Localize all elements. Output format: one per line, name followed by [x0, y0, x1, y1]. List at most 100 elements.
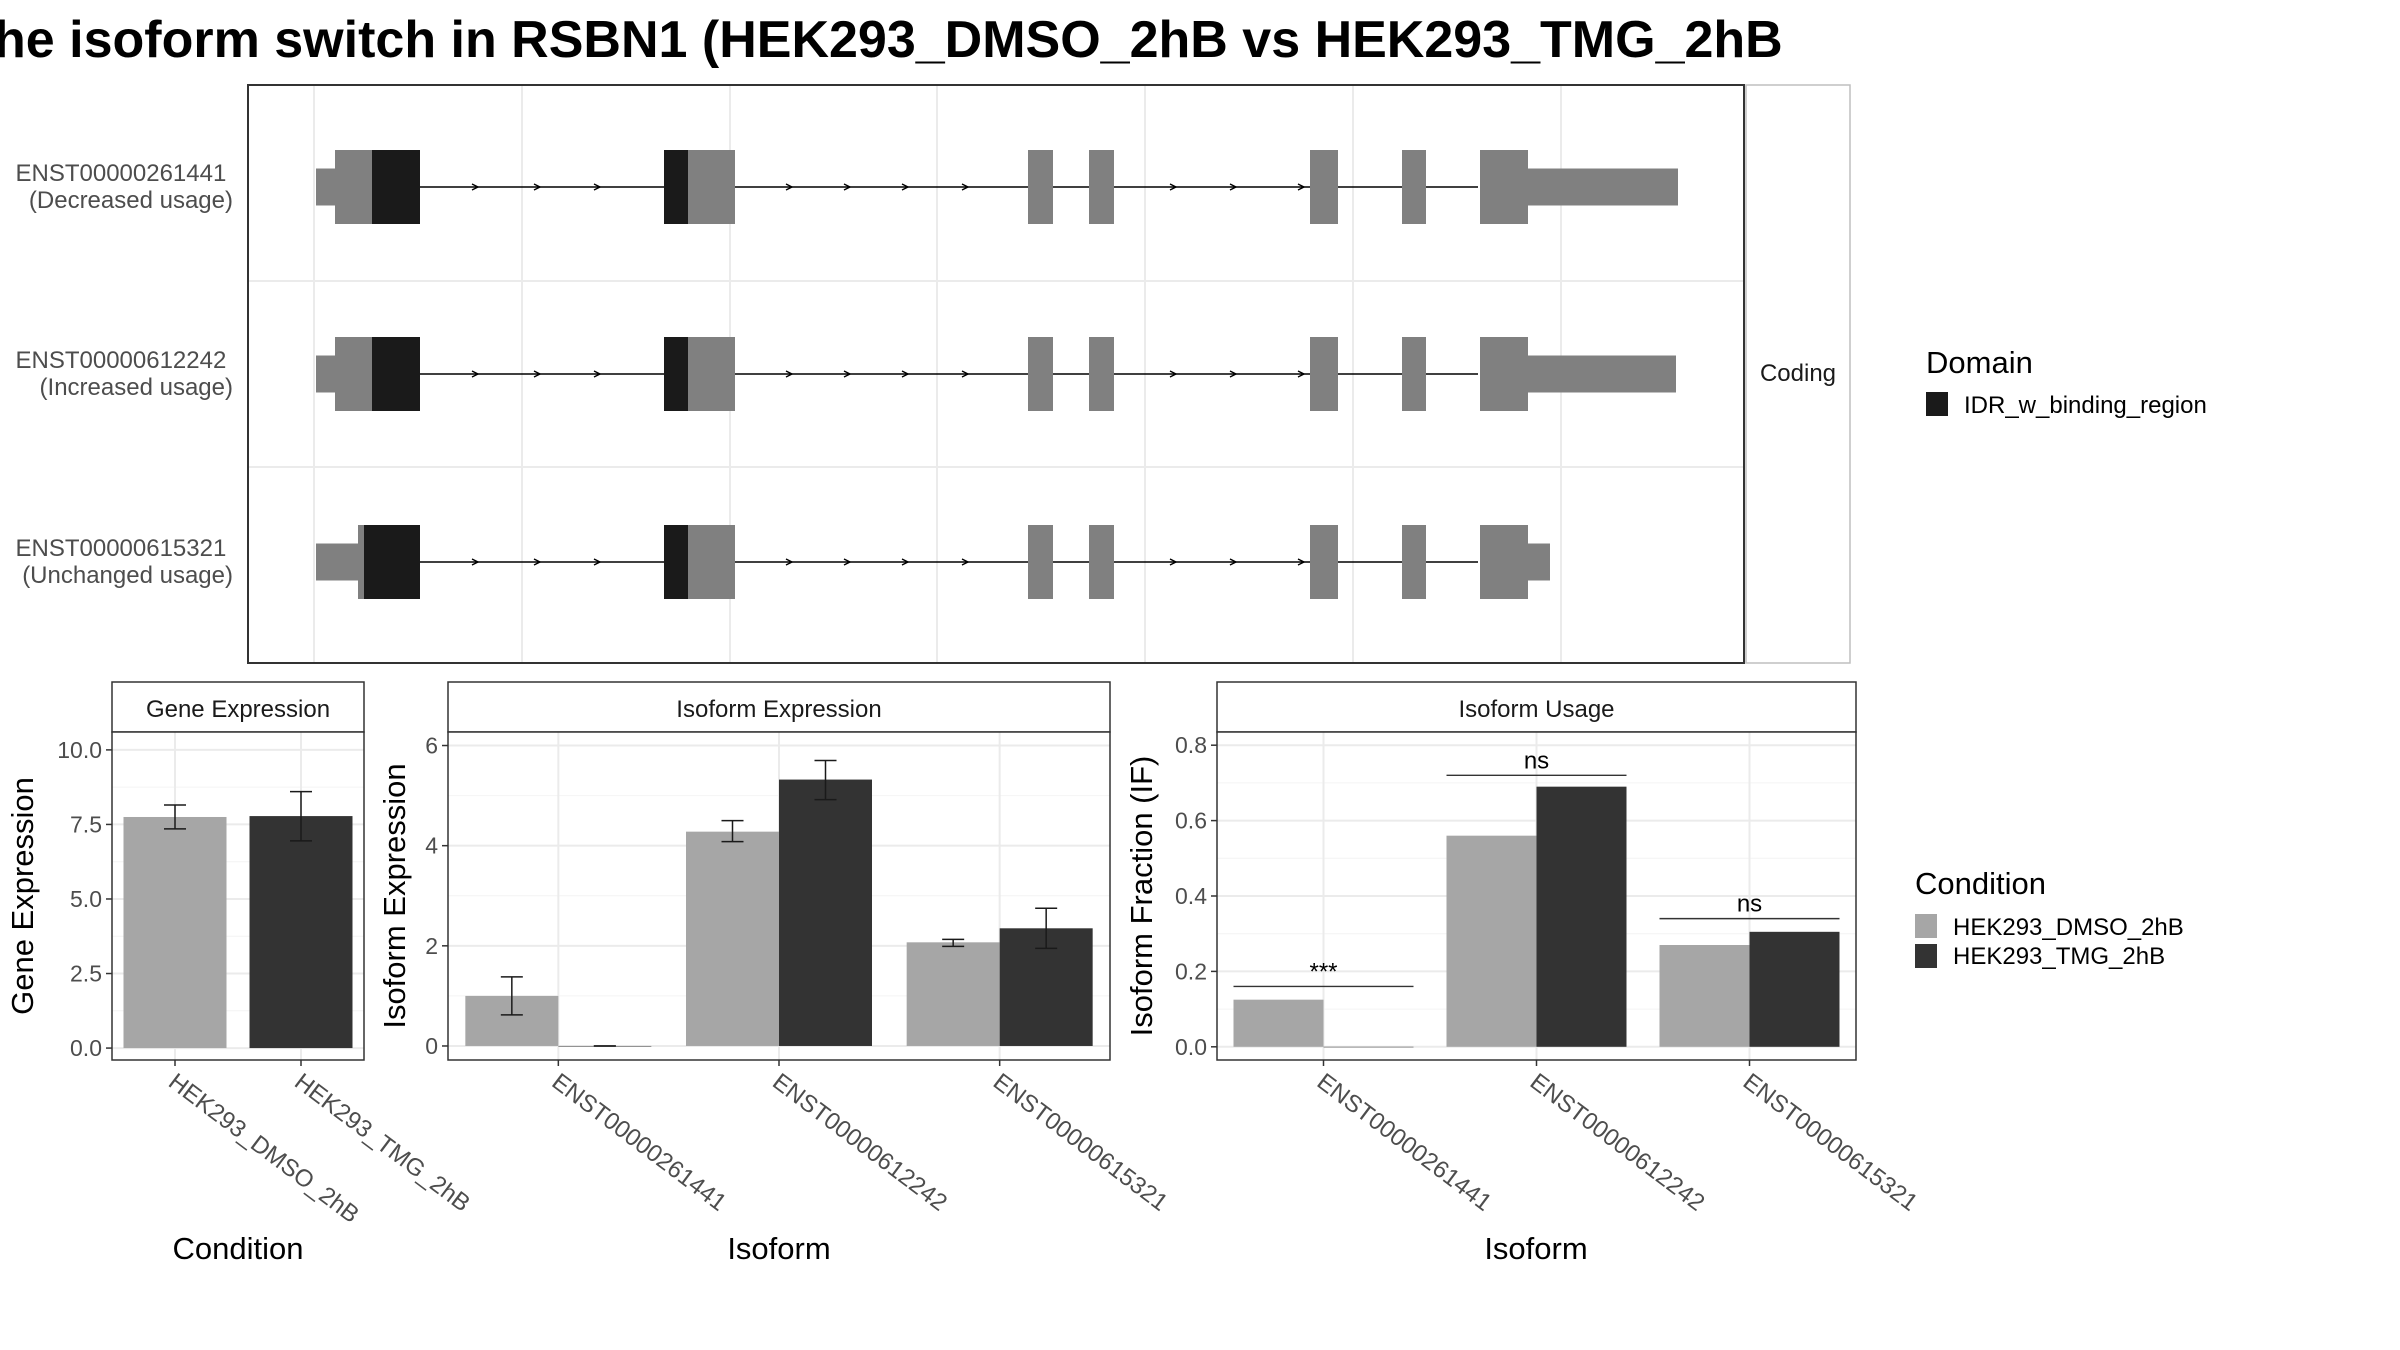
exon-block	[688, 525, 735, 599]
domain-block	[372, 150, 420, 224]
transcript-id-1: ENST00000261441	[15, 160, 226, 187]
y-tick-label: 0.0	[1175, 1034, 1207, 1060]
strand-arrow	[785, 558, 794, 566]
strand-arrow	[961, 183, 970, 191]
exon-block	[335, 150, 372, 224]
exon-block	[335, 337, 372, 411]
strand-arrow	[901, 558, 910, 566]
bar-dmso	[906, 942, 1000, 1046]
strand-arrow	[785, 183, 794, 191]
domain-legend-title: Domain	[1926, 345, 2033, 380]
facet-strip-label: Coding	[1760, 360, 1836, 387]
y-axis-title: Isoform Expression	[377, 763, 412, 1028]
y-tick-label: 7.5	[70, 811, 102, 837]
strand-arrow	[533, 370, 542, 378]
transcript-usage-3: (Unchanged usage)	[22, 562, 233, 589]
exon-block	[1528, 543, 1550, 581]
domain-block	[372, 337, 420, 411]
strand-arrow	[1169, 558, 1178, 566]
strand-arrow	[471, 183, 480, 191]
x-axis-title: Isoform	[1484, 1231, 1587, 1266]
strand-arrow	[593, 558, 602, 566]
facet-strip	[1745, 84, 1851, 664]
strand-arrow	[843, 558, 852, 566]
y-tick-label: 0	[425, 1033, 438, 1059]
strand-arrow	[1169, 183, 1178, 191]
x-tick-label: ENST00000615321	[988, 1068, 1173, 1216]
exon-block	[1480, 337, 1528, 411]
y-axis-title: Gene Expression	[5, 777, 40, 1015]
error-bar	[942, 938, 965, 948]
strand-arrow	[533, 558, 542, 566]
x-tick-label: ENST00000261441	[547, 1068, 732, 1216]
y-tick-label: 10.0	[57, 737, 102, 763]
exon-block	[1402, 150, 1426, 224]
x-tick-label: ENST00000261441	[1312, 1068, 1497, 1216]
bar-dmso	[1446, 835, 1537, 1047]
y-tick-label: 2	[425, 933, 438, 959]
y-tick-label: 0.0	[70, 1035, 102, 1061]
transcript-model-2	[316, 337, 1676, 411]
transcript-structure-panel: Coding ENST00000261441 (Decreased usage)…	[15, 84, 1851, 664]
y-axis-title: Isoform Fraction (IF)	[1124, 756, 1159, 1037]
exon-block	[1310, 525, 1338, 599]
bar-dmso	[123, 816, 227, 1049]
exon-block	[1310, 150, 1338, 224]
transcript-label-1: ENST00000261441 (Decreased usage)	[15, 160, 233, 214]
domain-block	[664, 525, 688, 599]
condition-label-dmso: HEK293_DMSO_2hB	[1953, 914, 2184, 941]
condition-key-dmso	[1915, 914, 1937, 938]
y-tick-label: 2.5	[70, 961, 102, 987]
panel-strip-title: Gene Expression	[146, 696, 330, 723]
condition-legend-title: Condition	[1915, 866, 2046, 901]
strand-arrow	[1297, 183, 1306, 191]
condition-key-tmg	[1915, 944, 1937, 968]
strand-arrow	[593, 370, 602, 378]
bar-tmg	[779, 779, 872, 1046]
transcript-model-3	[316, 525, 1550, 599]
transcript-label-2: ENST00000612242 (Increased usage)	[15, 347, 233, 401]
y-tick-label: 4	[425, 833, 438, 859]
x-tick-label: ENST00000612242	[767, 1068, 952, 1216]
significance-label: ns	[1524, 747, 1549, 774]
x-tick-label: ENST00000612242	[1525, 1068, 1710, 1216]
exon-block	[1480, 150, 1528, 224]
exon-block	[1402, 337, 1426, 411]
transcript-id-2: ENST00000612242	[15, 347, 226, 374]
bar-tmg	[1323, 1046, 1414, 1048]
error-bar	[814, 759, 837, 801]
strand-arrow	[1169, 370, 1178, 378]
y-tick-label: 6	[425, 733, 438, 759]
exon-block	[688, 150, 735, 224]
structure-panel-border	[247, 84, 1745, 664]
x-axis-title: Isoform	[727, 1231, 830, 1266]
bar-tmg	[1749, 931, 1840, 1047]
domain-block	[664, 150, 688, 224]
exon-block	[1480, 525, 1528, 599]
error-bar	[1035, 907, 1058, 950]
domain-legend-label: IDR_w_binding_region	[1964, 392, 2207, 419]
x-axis-title: Condition	[173, 1231, 304, 1266]
strand-arrow	[901, 183, 910, 191]
exon-block	[358, 525, 364, 599]
figure-title: he isoform switch in RSBN1 (HEK293_DMSO_…	[0, 11, 1783, 69]
error-bar	[290, 790, 312, 842]
panel-strip	[1216, 681, 1857, 733]
significance-label: ***	[1309, 958, 1337, 985]
exon-block	[316, 168, 335, 206]
y-tick-label: 0.4	[1175, 883, 1207, 909]
exon-block	[1089, 150, 1114, 224]
exon-block	[1089, 337, 1114, 411]
exon-block	[1528, 168, 1678, 206]
exon-block	[1402, 525, 1426, 599]
strand-arrow	[593, 183, 602, 191]
exon-block	[1028, 150, 1053, 224]
panel-strip-title: Isoform Usage	[1458, 696, 1614, 723]
transcript-id-3: ENST00000615321	[15, 535, 226, 562]
exon-block	[316, 355, 335, 393]
strand-arrow	[901, 370, 910, 378]
strand-arrow	[471, 370, 480, 378]
y-tick-label: 0.8	[1175, 732, 1207, 758]
transcript-usage-2: (Increased usage)	[40, 374, 233, 401]
transcript-usage-1: (Decreased usage)	[29, 187, 233, 214]
